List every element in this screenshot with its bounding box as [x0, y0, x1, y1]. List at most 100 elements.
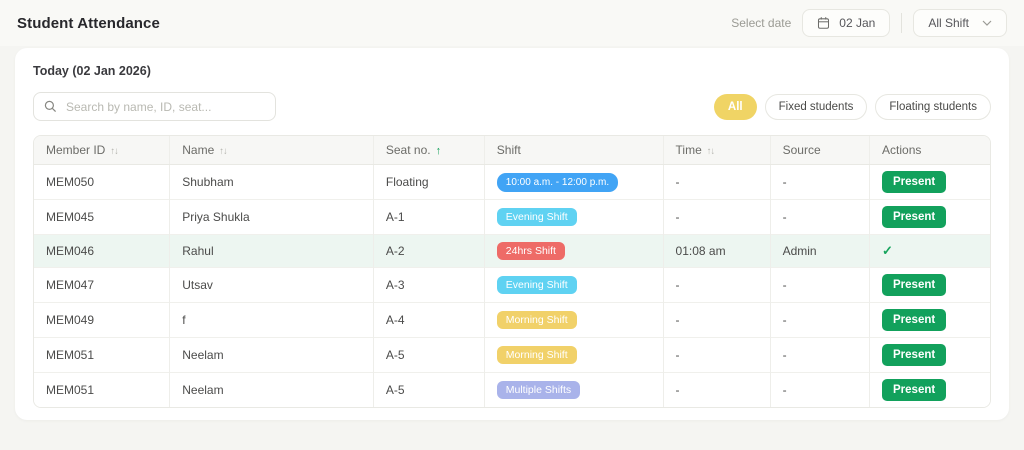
column-header-source: Source	[769, 136, 870, 165]
cell-name: f	[169, 302, 374, 338]
shift-filter-value: All Shift	[928, 16, 969, 30]
cell-source: -	[769, 164, 870, 200]
column-header-name[interactable]: Name ↑↓	[169, 136, 374, 165]
date-picker-button[interactable]: 02 Jan	[802, 9, 891, 37]
cell-actions: Present	[869, 372, 990, 407]
cell-shift: Morning Shift	[483, 337, 664, 373]
date-picker-value: 02 Jan	[839, 16, 876, 30]
shift-badge-morning: Morning Shift	[496, 311, 577, 329]
table-row: MEM051 Neelam A-5 Multiple Shifts - - Present	[34, 372, 990, 407]
cell-name: Neelam	[169, 372, 374, 407]
shift-badge-morning: Morning Shift	[496, 346, 577, 364]
shift-badge-full24: 24hrs Shift	[496, 242, 565, 260]
cell-member-id: MEM051	[34, 372, 170, 407]
cell-name: Shubham	[169, 164, 374, 200]
cell-actions: ✓	[869, 234, 990, 268]
cell-member-id: MEM045	[34, 199, 170, 235]
table-row: MEM049 f A-4 Morning Shift - - Present	[34, 302, 990, 338]
present-button[interactable]: Present	[882, 274, 947, 296]
sort-both-icon[interactable]: ↑↓	[110, 146, 118, 157]
column-header-shift: Shift	[483, 136, 664, 165]
cell-source: -	[769, 267, 870, 303]
cell-seat: A-5	[372, 372, 485, 407]
present-button[interactable]: Present	[882, 344, 947, 366]
cell-shift: 24hrs Shift	[483, 234, 664, 268]
cell-shift: Evening Shift	[483, 267, 664, 303]
sort-both-icon[interactable]: ↑↓	[706, 146, 715, 157]
cell-seat: A-3	[372, 267, 485, 303]
attendance-table-wrap: Member ID ↑↓ Name ↑↓ Seat no. ↑ Shift Time ↑↓ Sou…	[33, 135, 991, 408]
filter-pill-all[interactable]: All	[713, 93, 757, 120]
column-header-seat-no-[interactable]: Seat no. ↑	[372, 136, 485, 165]
toolbar-divider	[901, 13, 903, 33]
cell-seat: A-4	[372, 302, 485, 338]
table-body: MEM050 Shubham Floating 10:00 a.m. - 12:00 …	[34, 164, 990, 407]
column-header-member-id[interactable]: Member ID ↑↓	[34, 136, 170, 165]
cell-actions: Present	[869, 302, 990, 338]
cell-shift: Evening Shift	[483, 199, 664, 235]
present-button[interactable]: Present	[882, 309, 947, 331]
cell-actions: Present	[869, 267, 990, 303]
cell-name: Neelam	[169, 337, 374, 373]
table-row: MEM050 Shubham Floating 10:00 a.m. - 12:00 …	[34, 164, 990, 200]
cell-seat: A-1	[372, 199, 485, 235]
cell-actions: Present	[869, 199, 990, 235]
cell-seat: A-5	[372, 337, 485, 373]
table-row: MEM046 Rahul A-2 24hrs Shift 01:08 am Admin ✓	[34, 234, 990, 268]
chevron-down-icon	[982, 20, 992, 26]
cell-name: Priya Shukla	[169, 199, 374, 235]
calendar-icon	[817, 16, 830, 30]
table-row: MEM045 Priya Shukla A-1 Evening Shift - - Pres…	[34, 199, 990, 235]
cell-time: 01:08 am	[662, 234, 771, 268]
controls-row: All Fixed students Floating students	[33, 92, 991, 121]
cell-shift: Morning Shift	[483, 302, 664, 338]
cell-actions: Present	[869, 337, 990, 373]
cell-time: -	[662, 302, 771, 338]
filter-pill-floating-students[interactable]: Floating students	[875, 93, 991, 120]
cell-seat: Floating	[372, 164, 485, 200]
table-row: MEM051 Neelam A-5 Morning Shift - - Present	[34, 337, 990, 373]
table-header-row: Member ID ↑↓ Name ↑↓ Seat no. ↑ Shift Time ↑↓ Sou…	[34, 136, 990, 165]
search-box[interactable]	[33, 92, 276, 121]
column-label: Source	[782, 143, 821, 157]
cell-seat: A-2	[372, 234, 485, 268]
sort-asc-icon[interactable]: ↑	[435, 145, 442, 157]
cell-shift: 10:00 a.m. - 12:00 p.m.	[483, 164, 664, 200]
cell-member-id: MEM051	[34, 337, 170, 373]
present-button[interactable]: Present	[882, 206, 947, 228]
column-label: Seat no.	[385, 143, 431, 157]
present-button[interactable]: Present	[882, 379, 947, 401]
cell-member-id: MEM047	[34, 267, 170, 303]
column-label: Member ID	[46, 143, 106, 157]
today-heading: Today (02 Jan 2026)	[33, 64, 151, 78]
cell-time: -	[662, 199, 771, 235]
cell-name: Rahul	[169, 234, 374, 268]
cell-source: -	[769, 199, 870, 235]
shift-badge-multiple: Multiple Shifts	[496, 381, 581, 399]
cell-source: -	[769, 302, 870, 338]
filter-pill-fixed-students[interactable]: Fixed students	[764, 93, 868, 120]
attendance-table: Member ID ↑↓ Name ↑↓ Seat no. ↑ Shift Time ↑↓ Sou…	[34, 136, 990, 407]
shift-filter-select[interactable]: All Shift	[913, 9, 1007, 37]
cell-member-id: MEM046	[34, 234, 170, 268]
shift-badge-evening: Evening Shift	[496, 208, 577, 226]
column-label: Name	[182, 143, 215, 157]
sort-both-icon[interactable]: ↑↓	[219, 146, 227, 157]
shift-badge-time: 10:00 a.m. - 12:00 p.m.	[496, 172, 619, 192]
cell-member-id: MEM049	[34, 302, 170, 338]
filter-pills: All Fixed students Floating students	[713, 93, 991, 120]
search-input[interactable]	[64, 98, 265, 115]
search-icon	[44, 100, 57, 113]
column-header-time[interactable]: Time ↑↓	[662, 136, 771, 165]
present-button[interactable]: Present	[882, 171, 947, 193]
shift-badge-evening: Evening Shift	[496, 276, 577, 294]
column-header-actions: Actions	[869, 136, 990, 165]
attendance-card: Today (02 Jan 2026) All Fixed students Flo…	[15, 48, 1009, 420]
cell-time: -	[662, 267, 771, 303]
column-label: Time	[675, 143, 702, 157]
header-toolbar: Select date 02 Jan All Shift	[731, 9, 1007, 37]
column-label: Shift	[496, 143, 521, 157]
cell-time: -	[662, 337, 771, 373]
cell-source: -	[769, 337, 870, 373]
cell-source: -	[769, 372, 870, 407]
